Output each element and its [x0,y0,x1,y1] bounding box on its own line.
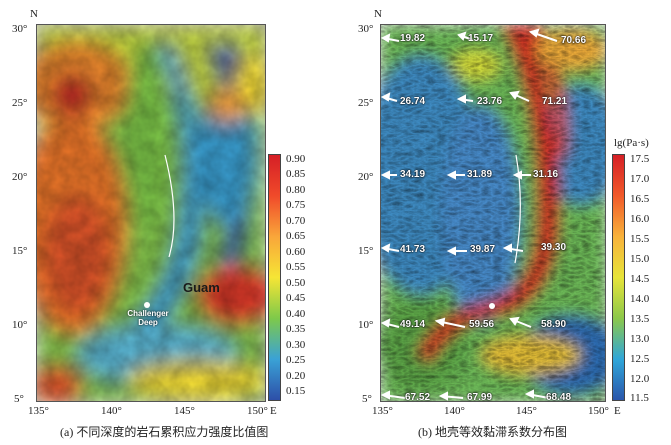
velocity-label: 31.89 [467,169,493,180]
viscosity-map-b [380,24,606,402]
colorbar-a-label: 0.40 [286,308,306,320]
colorbar-a-label: 0.30 [286,339,306,351]
colorbar-a-label: 0.75 [286,199,306,211]
colorbar-b [612,154,625,401]
velocity-label: 67.99 [467,392,493,403]
lon-tick-a-145: 145° [174,405,195,417]
colorbar-a-label: 0.65 [286,230,306,242]
lat-tick-a-20: 20° [12,171,28,183]
colorbar-b-label: 17.5 [630,153,650,165]
stress-map-a [36,24,266,402]
colorbar-b-label: 12.0 [630,373,650,385]
colorbar-a-label: 0.80 [286,184,306,196]
lon-tick-a-150: 150° [247,405,268,417]
north-label-a: N [30,8,38,20]
colorbar-b-label: 13.0 [630,333,650,345]
lat-tick-b-10: 10° [358,319,374,331]
lon-tick-b-140: 140° [444,405,465,417]
lat-tick-a-5: 5° [14,393,24,405]
colorbar-a-label: 0.45 [286,292,306,304]
viscosity-map-b-image [381,25,605,401]
velocity-label: 67.52 [405,392,431,403]
colorbar-a-label: 0.25 [286,354,306,366]
colorbar-a-label: 0.20 [286,370,306,382]
velocity-label: 19.82 [400,33,426,44]
velocity-label: 34.19 [400,169,426,180]
colorbar-a [268,154,281,401]
challenger-deep-marker-b [489,303,495,309]
colorbar-a-label: 0.60 [286,246,306,258]
lat-tick-b-20: 20° [358,171,374,183]
velocity-label: 41.73 [400,244,426,255]
challenger-deep-marker-a [144,302,150,308]
colorbar-b-label: 14.0 [630,293,650,305]
colorbar-a-label: 0.85 [286,168,306,180]
lon-tick-b-145: 145° [516,405,537,417]
velocity-label: 70.66 [561,35,587,46]
velocity-label: 49.14 [400,319,426,330]
lon-tick-a-135: 135° [28,405,49,417]
velocity-label: 23.76 [477,96,503,107]
velocity-label: 58.90 [541,319,567,330]
north-label-b: N [374,8,382,20]
colorbar-a-label: 0.55 [286,261,306,273]
challenger-deep-label-a: Challenger Deep [127,309,169,327]
colorbar-a-label: 0.35 [286,323,306,335]
velocity-label: 59.56 [469,319,495,330]
east-label-b: E [614,405,621,417]
velocity-arrows [381,28,558,401]
lat-tick-a-25: 25° [12,97,28,109]
lat-tick-a-15: 15° [12,245,28,257]
stress-map-a-image [37,25,265,401]
colorbar-a-label: 0.15 [286,385,306,397]
velocity-label: 71.21 [542,96,568,107]
lat-tick-b-5: 5° [362,393,372,405]
colorbar-a-label: 0.90 [286,153,306,165]
colorbar-b-label: 11.5 [630,392,649,404]
colorbar-b-label: 15.5 [630,233,650,245]
colorbar-b-label: 16.0 [630,213,650,225]
colorbar-b-label: 15.0 [630,253,650,265]
caption-a: (a) 不同深度的岩石累积应力强度比值图 [60,425,269,439]
lat-tick-b-25: 25° [358,97,374,109]
colorbar-a-label: 0.70 [286,215,306,227]
lon-tick-b-135: 135° [372,405,393,417]
guam-label: Guam [183,280,220,295]
velocity-label: 39.87 [470,244,496,255]
velocity-label: 68.48 [546,392,572,403]
velocity-label: 31.16 [533,169,559,180]
colorbar-b-label: 17.0 [630,173,650,185]
velocity-label: 26.74 [400,96,426,107]
lat-tick-b-15: 15° [358,245,374,257]
colorbar-b-label: 16.5 [630,193,650,205]
lon-tick-a-140: 140° [101,405,122,417]
caption-b: (b) 地壳等效黏滞系数分布图 [418,425,567,439]
colorbar-b-title: lg(Pa·s) [614,137,649,149]
lat-tick-a-10: 10° [12,319,28,331]
colorbar-b-label: 13.5 [630,313,650,325]
colorbar-a-label: 0.50 [286,277,306,289]
colorbar-b-label: 14.5 [630,273,650,285]
lat-tick-b-30: 30° [358,23,374,35]
lon-tick-b-150: 150° [588,405,609,417]
lat-tick-a-30: 30° [12,23,28,35]
velocity-label: 15.17 [468,33,494,44]
velocity-label: 39.30 [541,242,567,253]
east-label-a: E [270,405,277,417]
colorbar-b-label: 12.5 [630,353,650,365]
